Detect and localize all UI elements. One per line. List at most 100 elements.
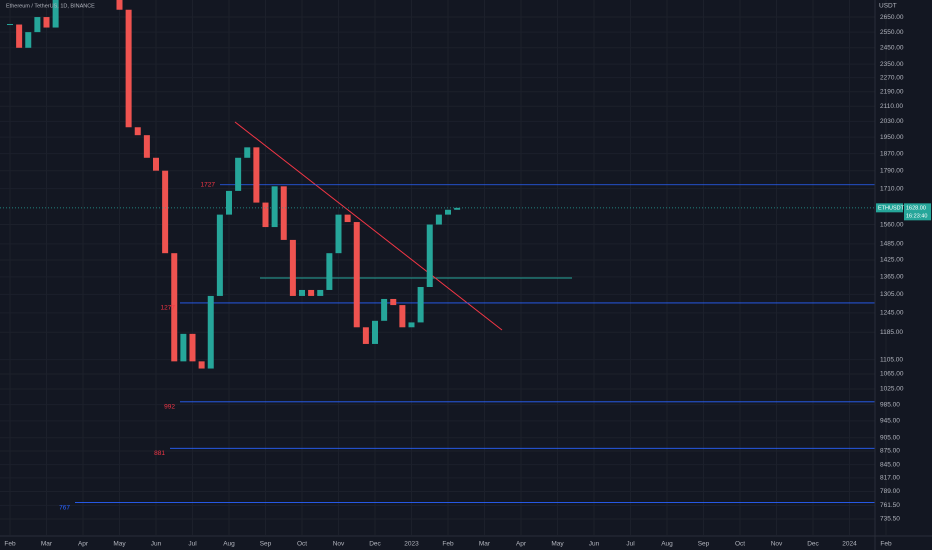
level-label: 767 bbox=[59, 504, 70, 511]
candle bbox=[280, 186, 287, 240]
y-tick-label: 875.00 bbox=[880, 448, 900, 455]
candle bbox=[372, 320, 378, 344]
y-tick-label: 1710.00 bbox=[880, 185, 904, 192]
candle bbox=[262, 202, 269, 228]
x-tick-label: 2023 bbox=[404, 541, 419, 548]
x-tick-label: Jun bbox=[589, 541, 600, 548]
price-tag-bg bbox=[904, 203, 931, 221]
x-tick-label: Apr bbox=[78, 541, 89, 548]
y-tick-label: 2030.00 bbox=[880, 118, 904, 125]
x-tick-label: Aug bbox=[661, 541, 673, 548]
level-label: 1277 bbox=[161, 305, 176, 312]
candle bbox=[344, 214, 351, 223]
y-tick-label: 1065.00 bbox=[880, 371, 904, 378]
y-tick-label: 1305.00 bbox=[880, 291, 904, 298]
axis-unit: USDT bbox=[879, 3, 897, 10]
y-tick-label: 1425.00 bbox=[880, 257, 904, 264]
x-tick-label: Mar bbox=[41, 541, 53, 548]
candle bbox=[235, 157, 242, 191]
y-tick-label: 1365.00 bbox=[880, 274, 904, 281]
x-tick-label: Apr bbox=[516, 541, 527, 548]
x-tick-label: Mar bbox=[479, 541, 491, 548]
x-tick-label: Oct bbox=[297, 541, 307, 548]
candle bbox=[125, 9, 132, 128]
candle bbox=[34, 17, 41, 33]
candle bbox=[134, 127, 141, 136]
symbol-tag-bg bbox=[876, 203, 903, 213]
y-tick-label: 789.00 bbox=[880, 488, 900, 495]
y-tick-label: 2110.00 bbox=[880, 103, 903, 110]
candle bbox=[162, 170, 169, 254]
y-tick-label: 1105.00 bbox=[880, 356, 903, 363]
plot-area bbox=[0, 0, 875, 503]
y-tick-label: 945.00 bbox=[880, 418, 900, 425]
candle bbox=[399, 305, 406, 328]
level-label: 992 bbox=[164, 404, 175, 411]
y-tick-label: 1560.00 bbox=[880, 221, 904, 228]
candle bbox=[445, 209, 451, 215]
candle bbox=[335, 214, 342, 254]
candle bbox=[289, 239, 296, 296]
candle bbox=[25, 32, 32, 48]
y-tick-label: 985.00 bbox=[880, 401, 900, 408]
candle bbox=[226, 190, 232, 215]
candle bbox=[143, 135, 150, 158]
candle bbox=[153, 157, 159, 171]
chart-title: Ethereum / TetherUS, 1D, BINANCE bbox=[6, 3, 95, 9]
x-tick-label: Feb bbox=[4, 541, 16, 548]
y-tick-label: 905.00 bbox=[880, 434, 900, 441]
candle bbox=[116, 0, 123, 10]
candle bbox=[362, 327, 369, 344]
candle bbox=[16, 24, 23, 48]
x-tick-label: Sep bbox=[698, 541, 710, 548]
level-label: 1727 bbox=[201, 181, 216, 188]
x-tick-label: Nov bbox=[333, 541, 345, 548]
last-time: 16:23:40 bbox=[906, 213, 927, 219]
y-tick-label: 845.00 bbox=[880, 461, 900, 468]
x-tick-label: 2024 bbox=[842, 541, 857, 548]
y-tick-label: 2350.00 bbox=[880, 61, 904, 68]
candle bbox=[216, 214, 223, 296]
candle bbox=[52, 0, 59, 28]
x-tick-label: Dec bbox=[807, 541, 819, 548]
x-tick-label: May bbox=[113, 541, 126, 548]
candle bbox=[244, 147, 251, 158]
candle bbox=[180, 333, 187, 362]
candle bbox=[435, 214, 442, 225]
y-tick-label: 1790.00 bbox=[880, 167, 904, 174]
x-tick-label: Sep bbox=[260, 541, 272, 548]
candle bbox=[390, 298, 397, 306]
candle bbox=[317, 289, 324, 296]
y-tick-label: 817.00 bbox=[880, 475, 900, 482]
y-tick-label: 2450.00 bbox=[880, 45, 904, 52]
candle bbox=[171, 253, 178, 362]
candle bbox=[426, 224, 433, 288]
x-tick-label: Jul bbox=[626, 541, 635, 548]
candle bbox=[189, 333, 196, 362]
y-tick-label: 2650.00 bbox=[880, 14, 904, 21]
x-tick-label: Nov bbox=[771, 541, 783, 548]
candle bbox=[253, 147, 260, 203]
candle bbox=[299, 289, 305, 296]
candle bbox=[454, 207, 461, 210]
y-tick-label: 1870.00 bbox=[880, 150, 904, 157]
y-tick-label: 735.50 bbox=[880, 516, 900, 523]
y-tick-label: 761.50 bbox=[880, 502, 900, 509]
x-tick-label: May bbox=[551, 541, 564, 548]
level-label: 881 bbox=[154, 450, 165, 457]
y-tick-label: 2550.00 bbox=[880, 29, 904, 36]
candle bbox=[381, 298, 388, 321]
x-tick-label: Aug bbox=[223, 541, 235, 548]
candle bbox=[43, 17, 50, 28]
candle bbox=[207, 295, 214, 369]
x-tick-label: Dec bbox=[369, 541, 381, 548]
candle bbox=[353, 222, 360, 328]
candle bbox=[198, 361, 205, 369]
y-tick-label: 1185.00 bbox=[880, 329, 903, 336]
x-tick-label: Oct bbox=[735, 541, 745, 548]
y-tick-label: 1950.00 bbox=[880, 134, 904, 141]
candle bbox=[7, 24, 13, 26]
x-tick-label: Feb bbox=[442, 541, 454, 548]
